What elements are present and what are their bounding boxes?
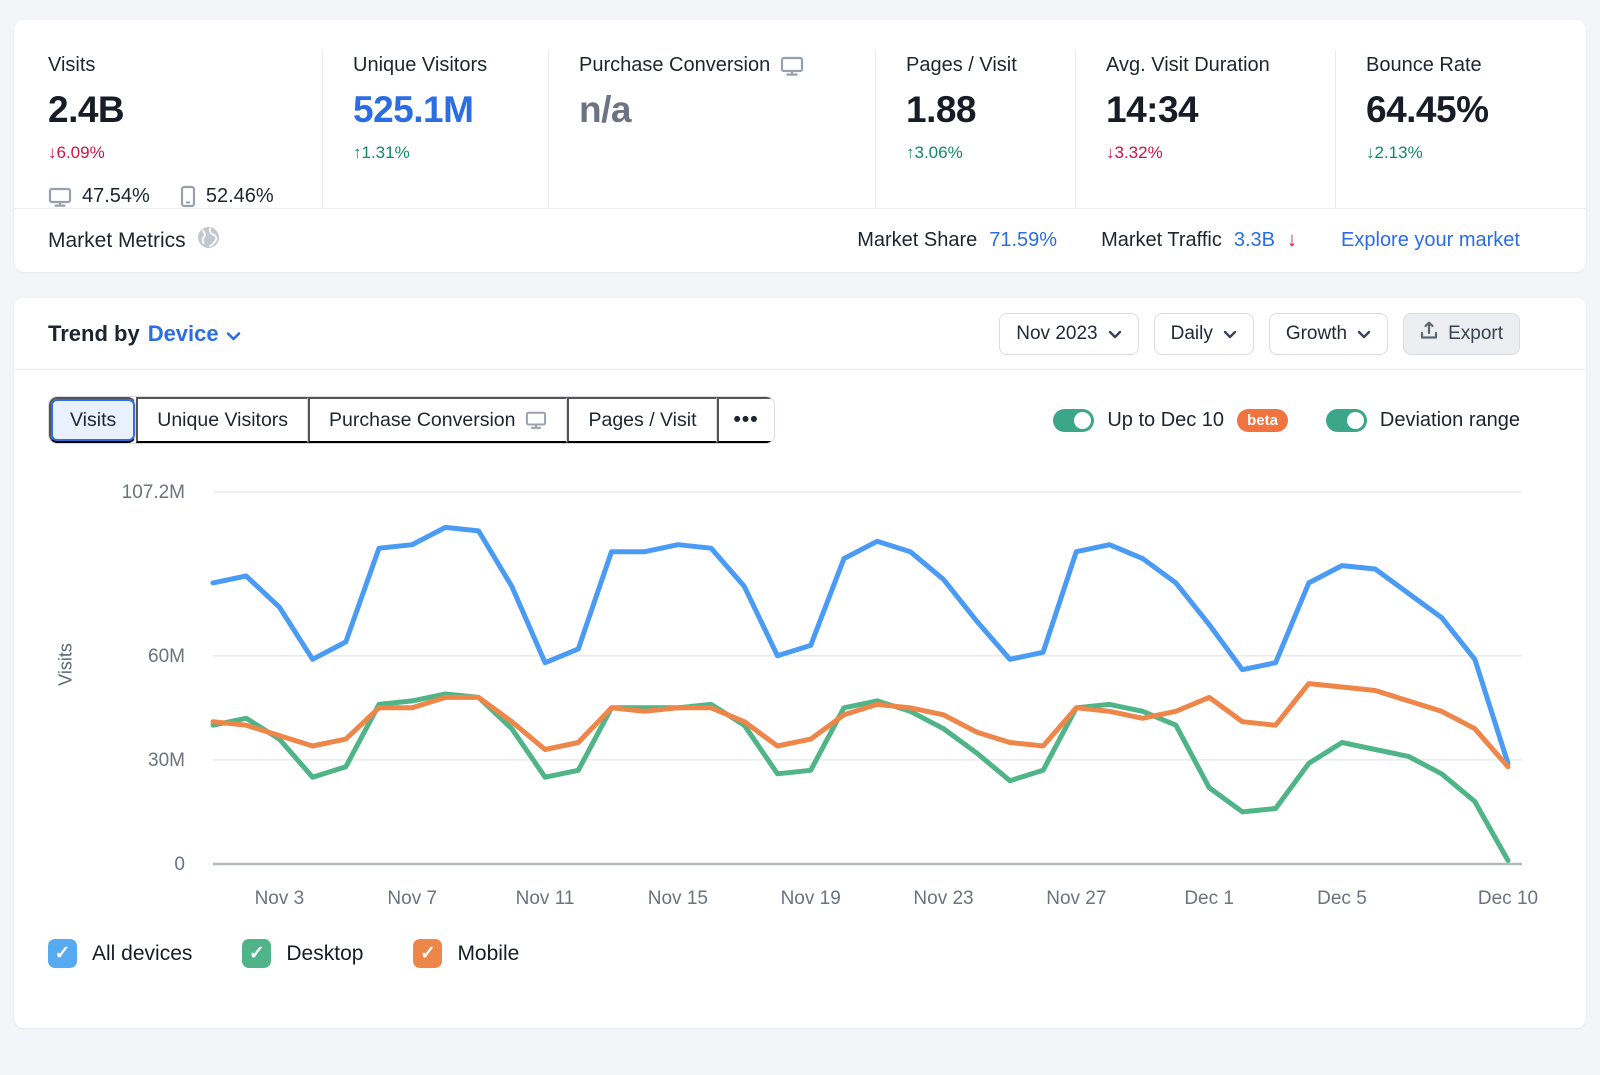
metric-purchase-conversion-value: n/a [579,89,631,130]
metric-unique-visitors: Unique Visitors 525.1M ↑1.31% [322,50,548,208]
desktop-icon [780,55,804,77]
legend-mobile[interactable]: Mobile [413,939,519,968]
desktop-icon [525,410,547,430]
metric-bounce-rate-label: Bounce Rate [1366,54,1482,76]
metric-avg-visit-duration: Avg. Visit Duration 14:34 ↓3.32% [1075,50,1335,208]
metric-avg-visit-duration-value: 14:34 [1106,89,1199,130]
chart-legend: All devices Desktop Mobile [14,929,1586,968]
trend-card: Trend by Device Nov 2023 Daily Growth [14,298,1586,1028]
metric-pages-visit: Pages / Visit 1.88 ↑3.06% [875,50,1075,208]
device-split: 47.54% 52.46% [48,185,312,208]
deviation-range-label: Deviation range [1379,408,1520,431]
explore-market-link[interactable]: Explore your market [1341,229,1520,251]
metric-visits-label: Visits [48,54,96,76]
trend-chart[interactable]: Visits 0 30M 60M 107.2M Nov 3 Nov 7 Nov 11 Nov … [14,444,1586,929]
metric-visits-value: 2.4B [48,89,125,130]
metric-pages-visit-value: 1.88 [906,89,977,130]
globe-icon [196,225,221,256]
metric-unique-visitors-label: Unique Visitors [353,54,488,76]
svg-text:Dec 10: Dec 10 [1478,888,1538,909]
trend-chart-svg[interactable]: 0 30M 60M 107.2M Nov 3 Nov 7 Nov 11 Nov 15 Nov 1… [48,472,1552,924]
market-traffic-label: Market Traffic [1101,229,1222,251]
metric-tabs-row: Visits Unique Visitors Purchase Conversi… [14,370,1586,444]
mobile-share: 52.46% [205,185,274,207]
y-axis-title: Visits [55,643,76,686]
checkbox-desktop[interactable] [242,939,272,968]
legend-all-devices-label: All devices [92,941,193,965]
metric-visits-delta: ↓6.09% [48,143,105,162]
market-share-value[interactable]: 71.59% [989,229,1058,251]
trend-title-prefix: Trend by [48,320,140,346]
market-traffic: Market Traffic 3.3B ↓ [1101,229,1297,252]
svg-text:Nov 3: Nov 3 [255,888,305,909]
svg-text:30M: 30M [148,750,185,771]
svg-text:Dec 5: Dec 5 [1317,888,1367,909]
chevron-down-icon [1357,323,1371,345]
market-metrics-title: Market Metrics [48,228,186,252]
mode-dropdown[interactable]: Growth [1268,312,1389,355]
checkbox-mobile[interactable] [413,939,443,968]
trend-dimension-selector[interactable]: Device [148,321,241,347]
metric-avg-visit-duration-label: Avg. Visit Duration [1106,54,1270,76]
metric-avg-visit-duration-delta: ↓3.32% [1106,143,1163,162]
toggle-switch[interactable] [1053,408,1095,432]
tab-unique-visitors[interactable]: Unique Visitors [136,397,309,443]
trend-header: Trend by Device Nov 2023 Daily Growth [14,298,1586,370]
chevron-down-icon [1108,323,1122,345]
legend-desktop[interactable]: Desktop [242,939,363,968]
svg-text:107.2M: 107.2M [122,482,185,503]
svg-text:Nov 23: Nov 23 [913,888,973,909]
metric-bounce-rate-value: 64.45% [1366,89,1489,130]
export-button[interactable]: Export [1403,312,1520,355]
tab-purchase-conversion[interactable]: Purchase Conversion [308,397,568,443]
svg-text:Nov 7: Nov 7 [387,888,437,909]
legend-mobile-label: Mobile [457,941,520,965]
metric-unique-visitors-delta: ↑1.31% [353,143,410,162]
market-metrics-row: Market Metrics Market Share 71.59% Marke… [14,208,1586,272]
toggle-switch[interactable] [1325,408,1367,432]
metrics-row: Visits 2.4B ↓6.09% 47.54% 52.46% Unique … [14,20,1586,208]
svg-text:0: 0 [174,854,185,875]
svg-text:Nov 15: Nov 15 [648,888,708,909]
up-to-date-toggle[interactable]: Up to Dec 10 beta [1053,408,1288,432]
metric-bounce-rate-delta: ↓2.13% [1366,143,1423,162]
overview-metrics-card: Visits 2.4B ↓6.09% 47.54% 52.46% Unique … [14,20,1586,272]
svg-text:Nov 19: Nov 19 [781,888,841,909]
svg-text:Dec 1: Dec 1 [1184,888,1234,909]
chevron-down-icon [226,321,241,347]
checkbox-all-devices[interactable] [48,939,77,968]
metric-bounce-rate: Bounce Rate 64.45% ↓2.13% [1335,50,1586,208]
market-share-label: Market Share [857,229,978,251]
chevron-down-icon [1223,323,1237,345]
granularity-dropdown[interactable]: Daily [1153,312,1254,355]
market-traffic-down-arrow: ↓ [1287,229,1298,251]
metric-purchase-conversion: Purchase Conversion n/a [548,50,875,208]
metric-pages-visit-label: Pages / Visit [906,54,1017,76]
up-to-date-label: Up to Dec 10 [1107,408,1225,431]
metric-purchase-conversion-label: Purchase Conversion [579,54,771,76]
legend-all-devices[interactable]: All devices [48,939,192,968]
deviation-range-toggle[interactable]: Deviation range [1325,408,1520,432]
metric-tabs: Visits Unique Visitors Purchase Conversi… [48,396,775,444]
tab-pages-visit[interactable]: Pages / Visit [567,397,717,443]
svg-text:Nov 27: Nov 27 [1046,888,1106,909]
desktop-icon [48,186,72,208]
desktop-share: 47.54% [82,185,150,207]
metric-visits: Visits 2.4B ↓6.09% 47.54% 52.46% [14,50,322,208]
metric-pages-visit-delta: ↑3.06% [906,143,963,162]
metric-unique-visitors-value: 525.1M [353,89,474,130]
svg-text:60M: 60M [148,646,185,667]
export-icon [1420,321,1438,346]
mobile-icon [180,185,196,208]
beta-badge: beta [1237,408,1288,432]
legend-desktop-label: Desktop [286,941,364,965]
period-dropdown[interactable]: Nov 2023 [999,312,1139,355]
svg-text:Nov 11: Nov 11 [516,888,575,909]
more-tabs-button[interactable]: ••• [716,397,774,443]
market-share: Market Share 71.59% [857,229,1057,252]
market-traffic-value[interactable]: 3.3B [1233,229,1276,251]
tab-visits[interactable]: Visits [49,397,137,443]
